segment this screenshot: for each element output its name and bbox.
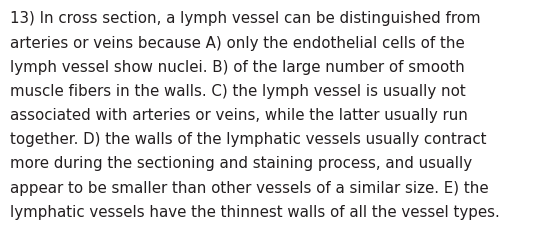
Text: lymphatic vessels have the thinnest walls of all the vessel types.: lymphatic vessels have the thinnest wall… — [10, 204, 500, 219]
Text: muscle fibers in the walls. C) the lymph vessel is usually not: muscle fibers in the walls. C) the lymph… — [10, 84, 466, 98]
Text: appear to be smaller than other vessels of a similar size. E) the: appear to be smaller than other vessels … — [10, 180, 489, 195]
Text: arteries or veins because A) only the endothelial cells of the: arteries or veins because A) only the en… — [10, 35, 465, 50]
Text: more during the sectioning and staining process, and usually: more during the sectioning and staining … — [10, 156, 472, 171]
Text: lymph vessel show nuclei. B) of the large number of smooth: lymph vessel show nuclei. B) of the larg… — [10, 60, 465, 74]
Text: together. D) the walls of the lymphatic vessels usually contract: together. D) the walls of the lymphatic … — [10, 132, 487, 147]
Text: 13) In cross section, a lymph vessel can be distinguished from: 13) In cross section, a lymph vessel can… — [10, 11, 480, 26]
Text: associated with arteries or veins, while the latter usually run: associated with arteries or veins, while… — [10, 108, 468, 123]
